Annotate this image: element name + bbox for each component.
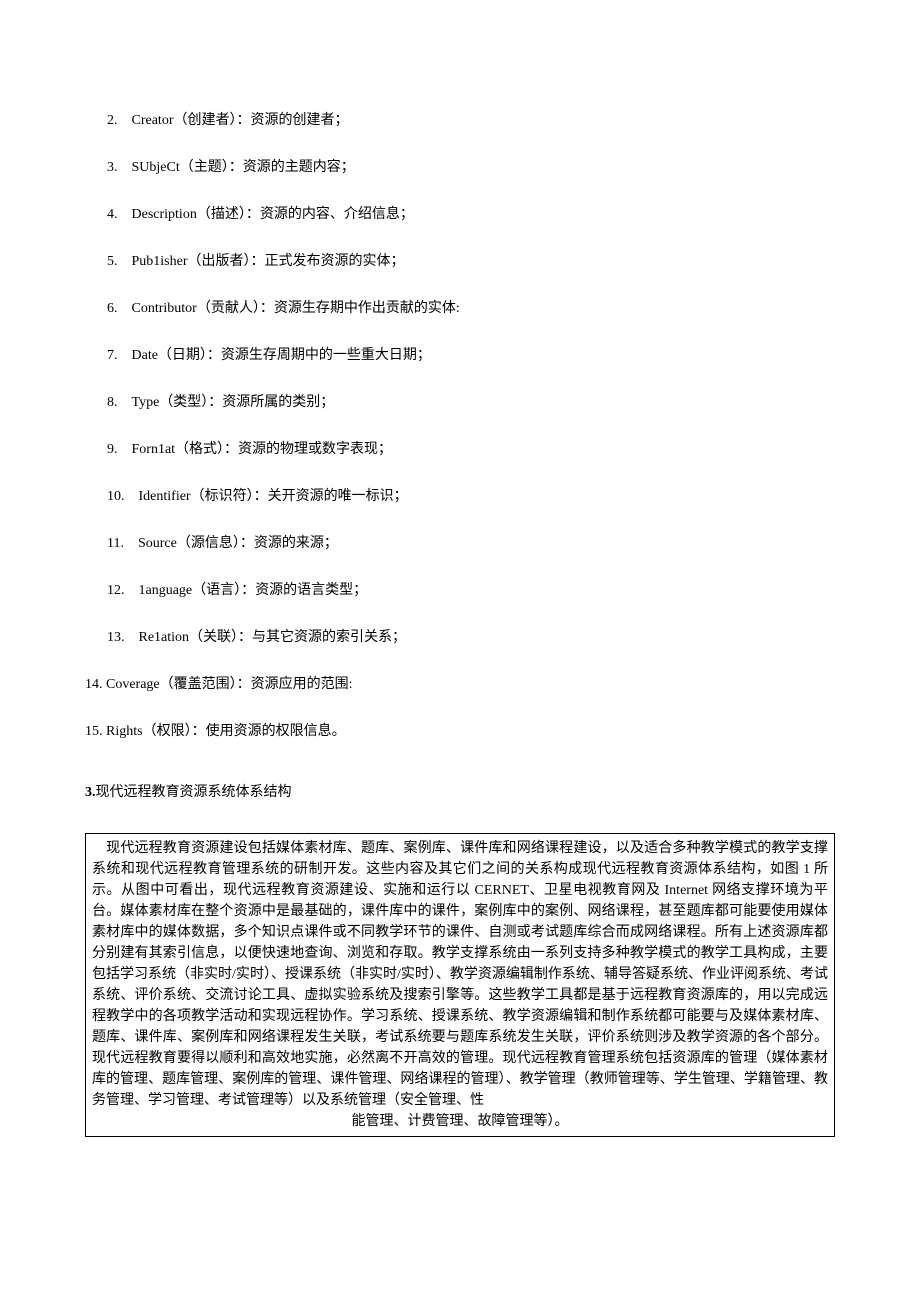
paragraph-last-line: 能管理、计费管理、故障管理等）。 <box>92 1111 828 1132</box>
list-item: 14. Coverage（覆盖范围）：资源应用的范围: <box>85 674 835 695</box>
list-item: 7. Date（日期）：资源生存周期中的一些重大日期； <box>85 345 835 366</box>
list-item: 13. Re1ation（关联）：与其它资源的索引关系； <box>85 627 835 648</box>
list-item: 3. SUbjeCt（主题）：资源的主题内容； <box>85 157 835 178</box>
heading-text: 现代远程教育资源系统体系结构 <box>96 785 292 800</box>
list-item: 9. Forn1at（格式）：资源的物理或数字表现； <box>85 439 835 460</box>
list-item: 15. Rights（权限）：使用资源的权限信息。 <box>85 721 835 742</box>
list-item: 5. Pub1isher（出版者）：正式发布资源的实体； <box>85 251 835 272</box>
paragraph-body: 现代远程教育资源建设包括媒体素材库、题库、案例库、课件库和网络课程建设，以及适合… <box>92 841 828 1108</box>
list-item: 6. Contributor（贡献人）：资源生存期中作出贡献的实体: <box>85 298 835 319</box>
list-item: 12. 1anguage（语言）：资源的语言类型； <box>85 580 835 601</box>
list-item: 4. Description（描述）：资源的内容、介绍信息； <box>85 204 835 225</box>
boxed-paragraph: 现代远程教育资源建设包括媒体素材库、题库、案例库、课件库和网络课程建设，以及适合… <box>85 833 835 1137</box>
list-item: 2. Creator（创建者）：资源的创建者； <box>85 110 835 131</box>
metadata-list: 2. Creator（创建者）：资源的创建者； 3. SUbjeCt（主题）：资… <box>85 110 835 742</box>
heading-number: 3. <box>85 785 96 800</box>
list-item: 11. Source（源信息）：资源的来源； <box>85 533 835 554</box>
section-heading: 3.现代远程教育资源系统体系结构 <box>85 782 835 803</box>
list-item: 10. Identifier（标识符）：关开资源的唯一标识； <box>85 486 835 507</box>
list-item: 8. Type（类型）：资源所属的类别； <box>85 392 835 413</box>
